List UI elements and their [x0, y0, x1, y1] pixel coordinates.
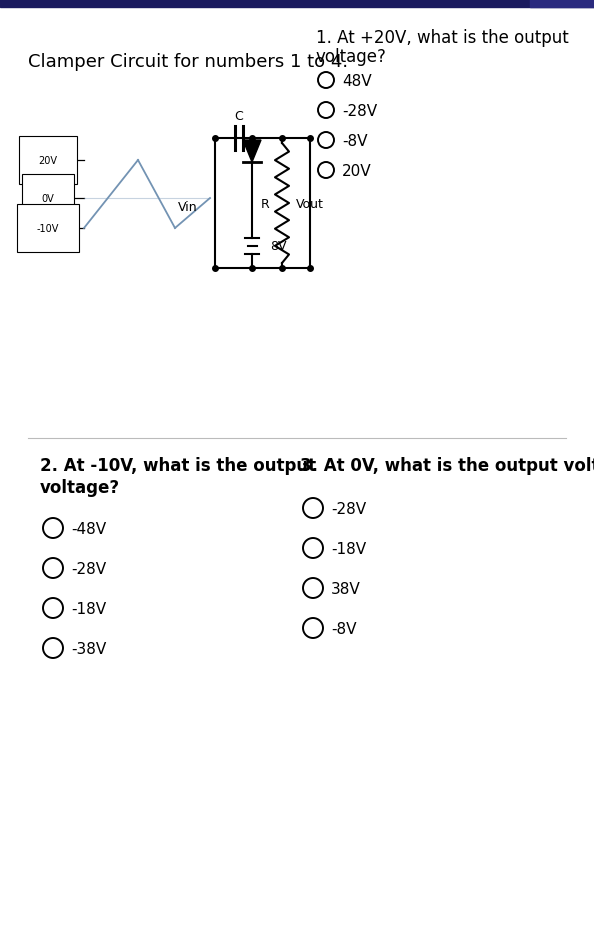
Text: 2. At -10V, what is the output: 2. At -10V, what is the output	[40, 457, 316, 474]
Bar	[530, 0, 594, 8]
Text: 8V: 8V	[270, 240, 286, 253]
Text: Vout: Vout	[296, 198, 324, 211]
Text: Vin: Vin	[178, 200, 198, 213]
Text: 1. At +20V, what is the output: 1. At +20V, what is the output	[316, 29, 568, 47]
Polygon shape	[243, 141, 261, 162]
Text: 20V: 20V	[342, 163, 372, 178]
Text: 3. At 0V, what is the output voltage?: 3. At 0V, what is the output voltage?	[300, 457, 594, 474]
Text: -8V: -8V	[342, 134, 368, 148]
Text: 38V: 38V	[331, 581, 361, 596]
Text: -48V: -48V	[71, 521, 106, 536]
Bar	[0, 0, 594, 8]
Text: 20V: 20V	[39, 156, 58, 166]
Text: C: C	[235, 110, 244, 122]
Text: R: R	[260, 198, 269, 211]
Text: -10V: -10V	[37, 224, 59, 234]
Text: -18V: -18V	[331, 541, 366, 556]
Text: 0V: 0V	[42, 194, 55, 204]
Text: voltage?: voltage?	[316, 48, 387, 66]
Text: -38V: -38V	[71, 641, 106, 656]
Text: voltage?: voltage?	[40, 479, 120, 496]
Text: -28V: -28V	[71, 561, 106, 576]
Text: -28V: -28V	[331, 501, 366, 516]
Text: 48V: 48V	[342, 73, 372, 88]
Text: -18V: -18V	[71, 600, 106, 616]
Text: -8V: -8V	[331, 621, 356, 636]
Text: Clamper Circuit for numbers 1 to 4.: Clamper Circuit for numbers 1 to 4.	[28, 53, 348, 71]
Text: -28V: -28V	[342, 103, 377, 119]
